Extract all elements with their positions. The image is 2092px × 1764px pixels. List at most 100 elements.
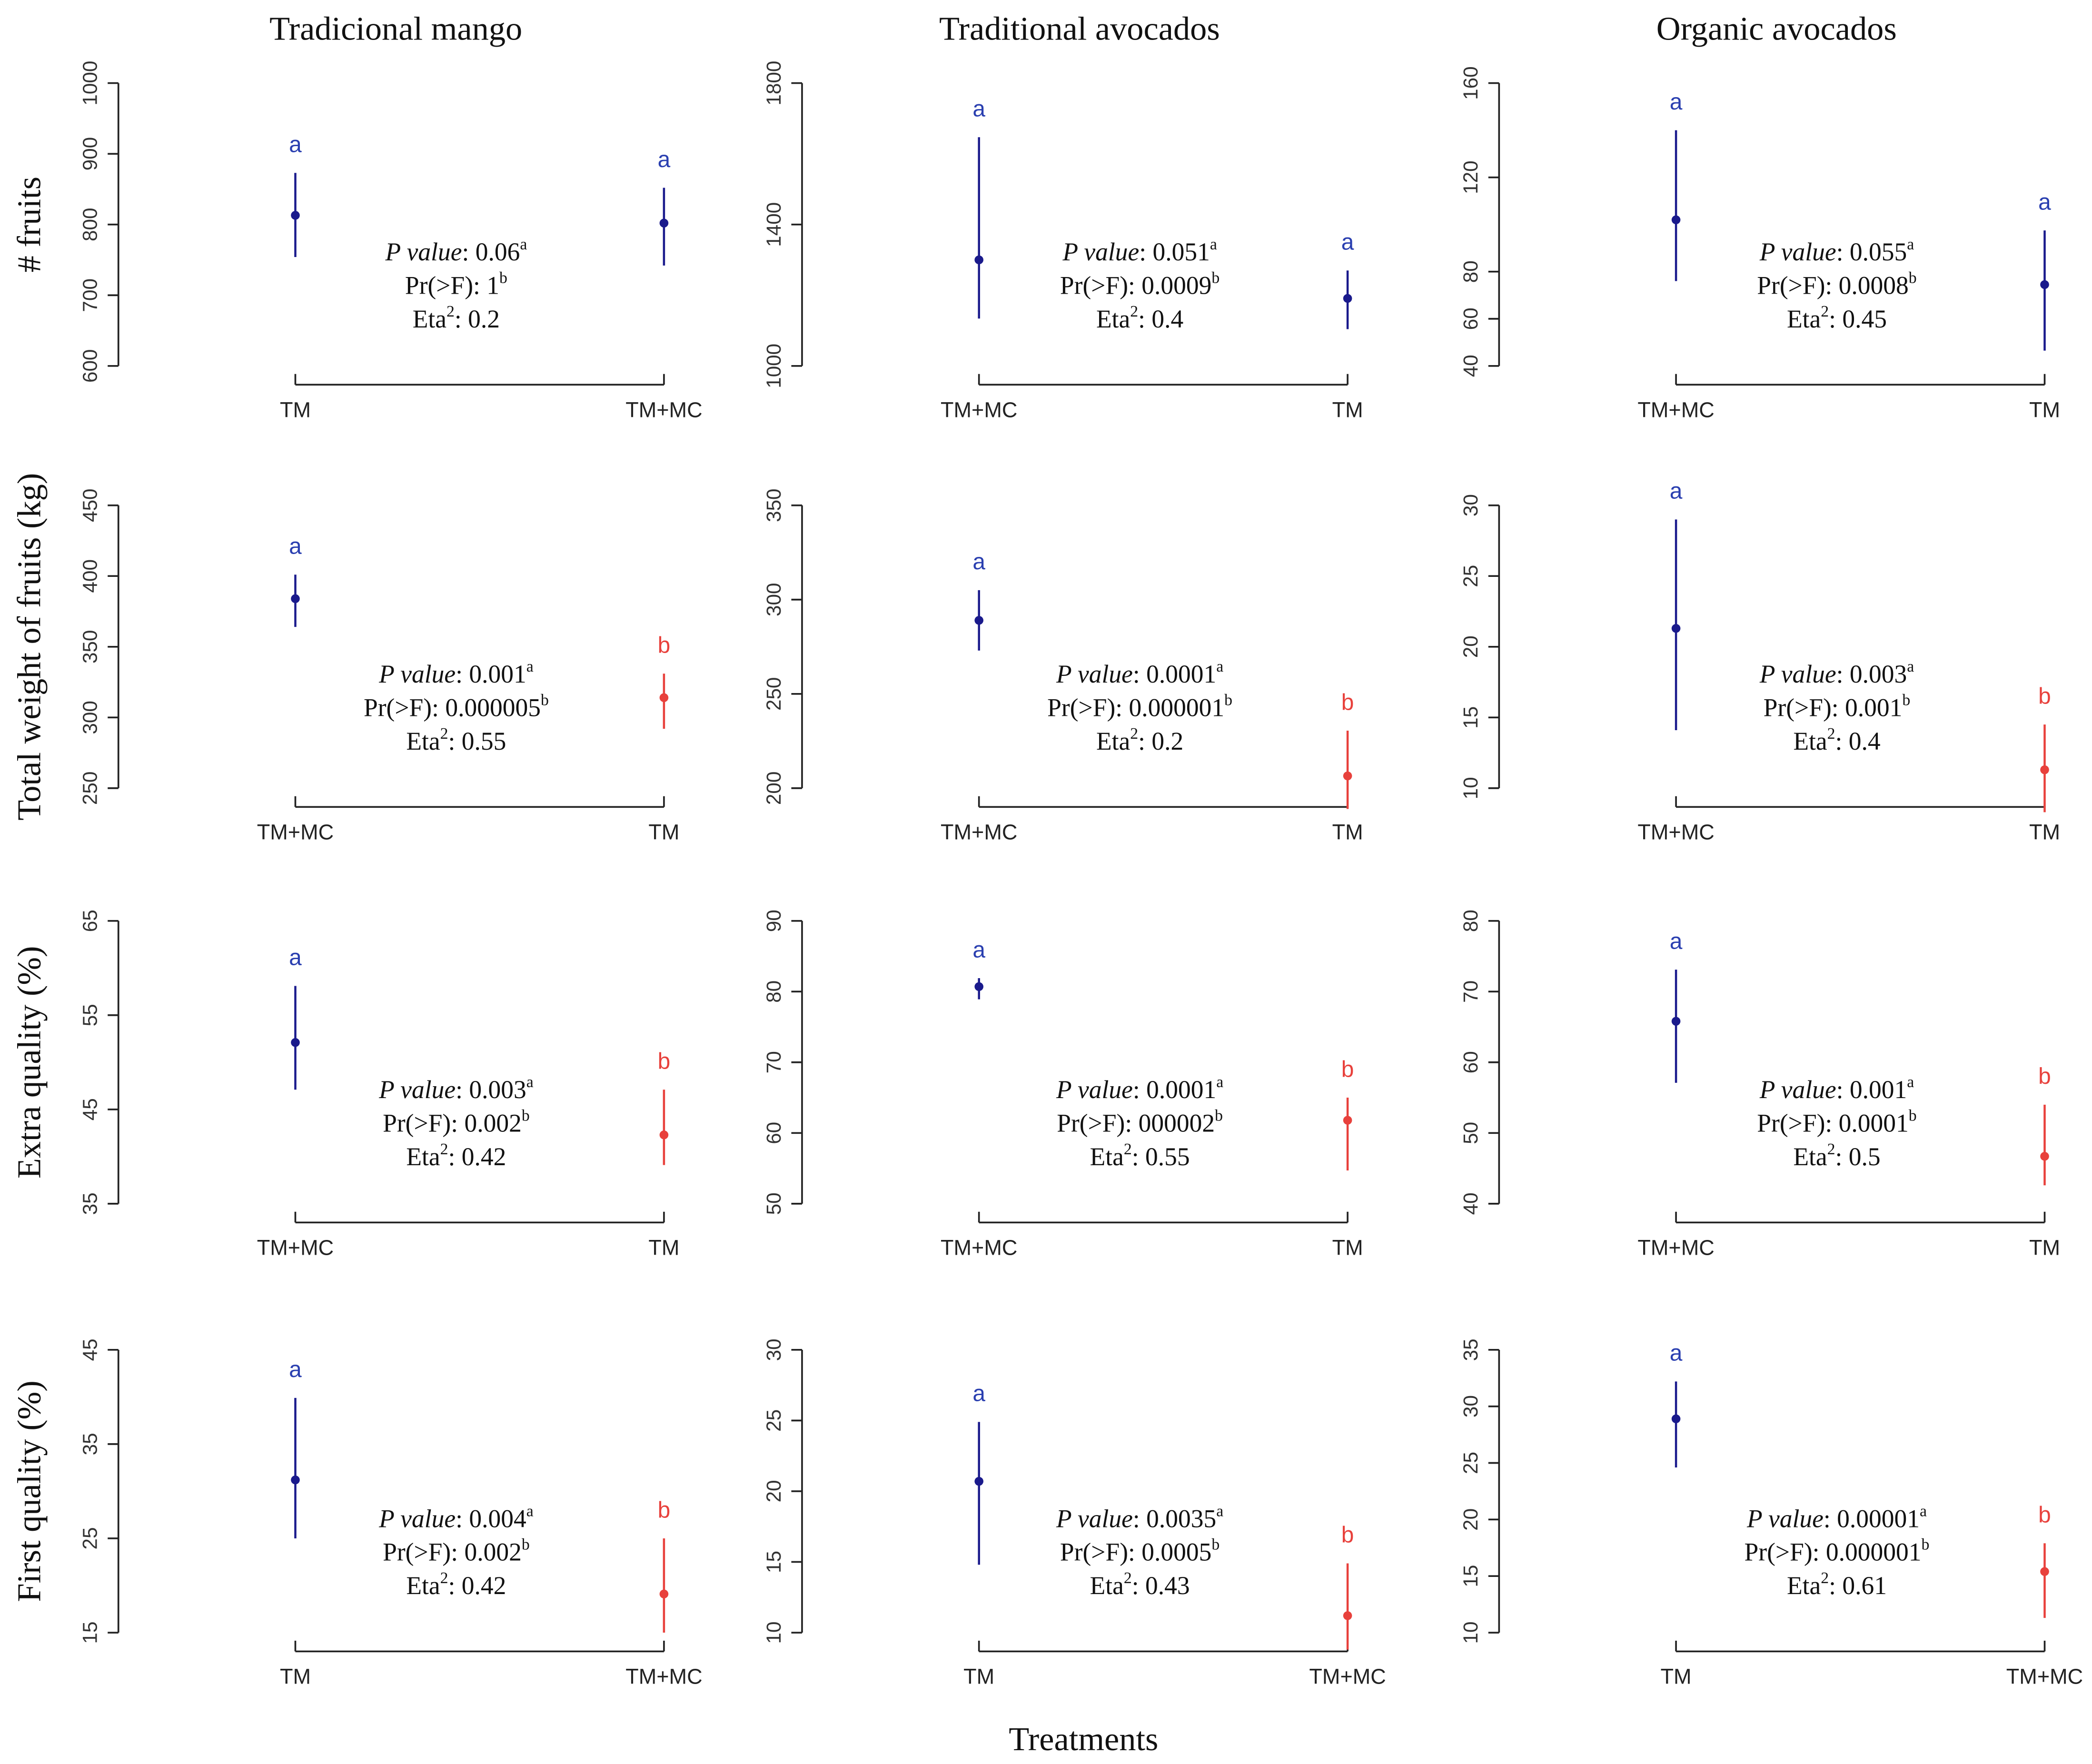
y-tick-label: 90 — [763, 910, 785, 932]
y-tick-label: 55 — [79, 1004, 101, 1026]
x-tick-label: TM+MC — [941, 397, 1017, 422]
stat-line: P value: 0.06a — [385, 236, 527, 266]
stat-part: a — [520, 236, 527, 253]
x-tick-label: TM+MC — [625, 397, 702, 422]
stat-part: b — [1211, 1536, 1220, 1554]
stat-part: b — [522, 1107, 530, 1125]
y-tick-label: 800 — [79, 208, 101, 241]
stat-part: P value — [385, 238, 462, 266]
stat-part: P value — [1056, 660, 1133, 688]
point — [659, 1589, 669, 1599]
y-tick-label: 80 — [1459, 910, 1482, 932]
point — [2040, 765, 2049, 774]
group-letter: a — [289, 1357, 302, 1382]
x-tick-label: TM+MC — [1637, 397, 1714, 422]
stat-line: Pr(>F): 0.000005b — [364, 692, 549, 722]
y-tick-label: 1000 — [79, 61, 101, 106]
stat-line: Eta2: 0.2 — [1096, 725, 1183, 755]
group-letter: a — [972, 1381, 985, 1407]
y-tick-label: 35 — [79, 1192, 101, 1215]
stat-line: Pr(>F): 1b — [405, 269, 507, 300]
y-tick-label: 70 — [763, 1051, 785, 1073]
stat-part: : 0.43 — [1132, 1571, 1190, 1600]
stat-part: P value — [1759, 1075, 1836, 1104]
stat-line: Pr(>F): 000002b — [1057, 1107, 1223, 1138]
stat-line: Eta2: 0.45 — [1787, 303, 1887, 333]
stat-part: Eta — [406, 1571, 440, 1600]
stat-part: P value — [1759, 660, 1836, 688]
stat-line: Pr(>F): 0.0005b — [1060, 1536, 1220, 1566]
point — [291, 1475, 300, 1485]
stat-line: Eta2: 0.55 — [1090, 1140, 1190, 1171]
stat-line: P value: 0.051a — [1062, 236, 1217, 266]
x-tick-label: TM — [2029, 820, 2060, 844]
group-letter: a — [2038, 189, 2051, 215]
point — [2040, 1152, 2049, 1161]
stat-line: P value: 0.003a — [1759, 658, 1914, 688]
y-tick-label: 400 — [79, 559, 101, 593]
stat-part: : 0.55 — [1132, 1142, 1190, 1171]
stat-part: P value — [1062, 238, 1139, 266]
stat-line: Eta2: 0.43 — [1090, 1569, 1190, 1600]
point — [2040, 280, 2049, 289]
y-tick-label: 15 — [79, 1622, 101, 1644]
group-letter: a — [289, 534, 302, 559]
y-tick-label: 300 — [79, 701, 101, 734]
point — [974, 982, 983, 991]
stat-line: Eta2: 0.55 — [406, 725, 506, 755]
point — [1671, 1414, 1681, 1424]
column-title: Organic avocados — [1656, 10, 1897, 48]
stat-part: Pr(>F): 000002 — [1057, 1109, 1215, 1138]
stat-line: Pr(>F): 0.000001b — [1047, 692, 1232, 722]
stat-part: a — [1216, 1073, 1223, 1091]
x-tick-label: TM — [1661, 1665, 1692, 1689]
stat-part: Eta — [1793, 1142, 1827, 1171]
y-tick-label: 250 — [79, 772, 101, 805]
stat-line: P value: 0.0001a — [1056, 658, 1223, 688]
y-tick-label: 120 — [1459, 160, 1482, 194]
stat-part: Pr(>F): 0.000001 — [1047, 694, 1224, 722]
point — [659, 693, 669, 703]
stat-part: a — [526, 658, 534, 675]
x-tick-label: TM+MC — [941, 820, 1017, 844]
stat-part: a — [1920, 1503, 1927, 1520]
y-tick-label: 700 — [79, 278, 101, 312]
y-tick-label: 15 — [1459, 706, 1482, 729]
group-letter: a — [972, 937, 985, 962]
stat-part: : 0.55 — [448, 727, 506, 755]
stat-line: Eta2: 0.61 — [1787, 1569, 1887, 1600]
stat-part: : 0.001 — [456, 660, 526, 688]
stat-part: : 0.2 — [1138, 727, 1183, 755]
stat-part: 2 — [440, 1140, 448, 1158]
group-letter: b — [658, 1497, 671, 1523]
y-tick-label: 30 — [1459, 1395, 1482, 1417]
x-tick-label: TM+MC — [625, 1665, 702, 1689]
stat-line: Pr(>F): 0.0001b — [1757, 1107, 1916, 1138]
stat-part: Pr(>F): 0.002 — [383, 1538, 522, 1566]
y-tick-label: 350 — [763, 488, 785, 522]
stat-part: : 0.0001 — [1133, 1075, 1216, 1104]
y-tick-label: 450 — [79, 488, 101, 522]
y-tick-label: 15 — [1459, 1565, 1482, 1587]
stat-part: Pr(>F): 1 — [405, 271, 499, 300]
point — [659, 218, 669, 228]
stat-line: P value: 0.0035a — [1056, 1503, 1223, 1533]
y-axis-label: Total weight of fruits (kg) — [11, 473, 48, 821]
stat-part: : 0.2 — [455, 305, 500, 333]
stat-part: 2 — [1130, 303, 1138, 320]
stat-part: b — [1215, 1107, 1223, 1125]
y-tick-label: 1400 — [763, 202, 785, 247]
y-tick-label: 300 — [763, 583, 785, 616]
group-letter: a — [972, 97, 985, 122]
y-axis-label: # fruits — [11, 177, 48, 272]
stat-part: 2 — [1827, 1140, 1835, 1158]
stat-part: : 0.42 — [448, 1571, 506, 1600]
stat-part: : 0.61 — [1829, 1571, 1887, 1600]
y-tick-label: 40 — [1459, 355, 1482, 377]
y-tick-label: 20 — [1459, 1508, 1482, 1531]
y-tick-label: 10 — [763, 1622, 785, 1644]
x-tick-label: TM — [1332, 397, 1363, 422]
stat-part: Eta — [1787, 305, 1821, 333]
group-letter: a — [1670, 1341, 1683, 1366]
